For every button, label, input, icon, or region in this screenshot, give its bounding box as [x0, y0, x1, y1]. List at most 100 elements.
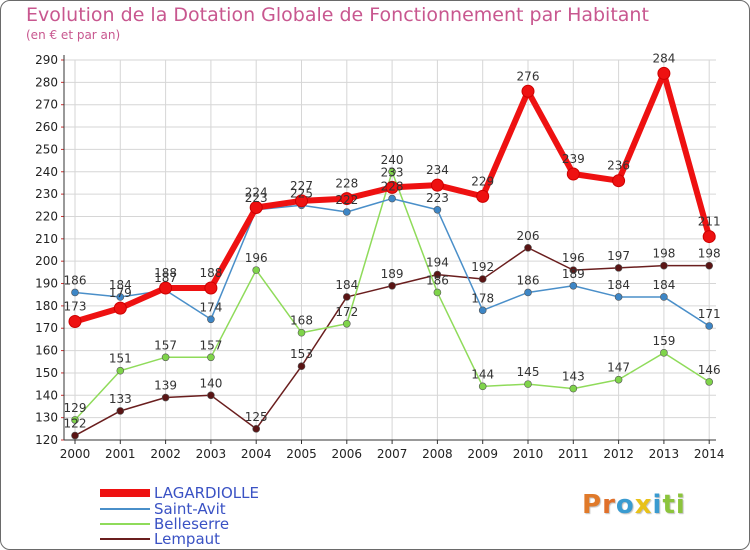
y-tick-label: 280	[35, 75, 58, 89]
data-label-lempaut: 196	[562, 251, 585, 265]
data-point-lempaut	[614, 264, 623, 272]
data-point-lagardiolle	[566, 167, 580, 181]
data-label-belleserre: 172	[335, 305, 358, 319]
data-label-lagardiolle: 173	[64, 300, 87, 314]
data-point-lempaut	[116, 407, 125, 415]
data-label-lempaut: 184	[335, 278, 358, 292]
legend-label-belleserre: Belleserre	[154, 515, 229, 533]
data-point-lagardiolle	[521, 84, 535, 98]
data-point-belleserre	[569, 384, 578, 393]
data-label-saint-avit: 186	[64, 273, 87, 287]
x-tick-label: 2013	[649, 447, 680, 461]
data-label-lempaut: 125	[245, 410, 268, 424]
data-point-saint-avit	[524, 288, 532, 297]
data-point-saint-avit	[614, 293, 623, 301]
data-label-belleserre: 146	[698, 363, 721, 377]
data-label-lempaut: 140	[199, 376, 222, 390]
data-point-lagardiolle	[159, 281, 173, 295]
y-tick-label: 180	[35, 299, 58, 313]
data-label-saint-avit: 225	[290, 186, 313, 200]
x-tick-label: 2011	[558, 447, 589, 461]
data-point-saint-avit	[71, 288, 79, 297]
data-point-lagardiolle	[204, 281, 218, 295]
data-point-belleserre	[614, 375, 623, 384]
data-label-belleserre: 186	[426, 273, 449, 287]
data-point-belleserre	[71, 416, 79, 424]
data-point-lagardiolle	[249, 201, 263, 215]
series-lines	[68, 66, 716, 440]
y-tick-label: 170	[35, 321, 58, 335]
data-point-lagardiolle	[295, 194, 308, 208]
data-point-belleserre	[297, 328, 306, 337]
x-tick-label: 2010	[513, 447, 544, 461]
data-point-lagardiolle	[657, 66, 671, 80]
data-label-saint-avit: 228	[381, 180, 404, 194]
data-point-lagardiolle	[476, 189, 490, 203]
proxiti-logo: Proxiti	[582, 490, 686, 520]
y-tick-label: 240	[35, 165, 58, 179]
data-label-lagardiolle: 227	[290, 179, 313, 193]
data-point-lagardiolle	[113, 301, 127, 315]
data-label-lagardiolle: 211	[698, 215, 721, 229]
data-label-belleserre: 157	[199, 338, 222, 352]
x-tick-label: 2008	[422, 447, 453, 461]
y-tick-label: 270	[35, 98, 58, 112]
data-point-lempaut	[161, 393, 170, 402]
data-label-saint-avit: 187	[154, 271, 177, 285]
y-tick-label: 260	[35, 120, 58, 134]
data-label-lagardiolle: 188	[199, 266, 222, 280]
y-tick-label: 140	[35, 388, 58, 402]
data-point-lempaut	[297, 362, 306, 371]
data-point-lagardiolle	[340, 192, 354, 206]
data-point-lagardiolle	[612, 174, 626, 188]
data-label-lagardiolle: 284	[652, 51, 675, 65]
grid	[64, 59, 716, 441]
axes: 1201301401501601701801902002102202302402…	[35, 53, 724, 461]
data-point-belleserre	[433, 288, 442, 297]
data-point-belleserre	[705, 378, 714, 386]
chart-subtitle: (en € et par an)	[26, 28, 121, 42]
data-label-lagardiolle: 236	[607, 159, 630, 173]
x-tick-label: 2000	[60, 447, 91, 461]
data-label-lempaut: 198	[698, 247, 721, 261]
data-label-lagardiolle: 276	[517, 69, 540, 83]
data-point-belleserre	[660, 349, 668, 357]
data-label-lempaut: 153	[290, 347, 313, 361]
data-point-lempaut	[478, 275, 487, 283]
data-point-lempaut	[705, 261, 714, 270]
data-label-saint-avit: 171	[698, 307, 721, 321]
data-point-lempaut	[569, 266, 578, 274]
data-label-belleserre: 129	[64, 401, 87, 415]
data-label-belleserre: 145	[517, 365, 540, 379]
data-point-lempaut	[660, 261, 668, 270]
data-label-lagardiolle: 234	[426, 163, 449, 177]
x-tick-label: 2009	[467, 447, 498, 461]
x-tick-label: 2002	[150, 447, 181, 461]
y-tick-label: 250	[35, 142, 58, 156]
data-point-lempaut	[388, 281, 396, 290]
data-label-belleserre: 157	[154, 338, 177, 352]
x-tick-label: 2004	[241, 447, 272, 461]
data-label-lempaut: 122	[64, 417, 87, 431]
y-tick-label: 150	[35, 366, 58, 380]
data-label-lempaut: 189	[381, 267, 404, 281]
data-point-lempaut	[433, 270, 442, 279]
data-point-belleserre	[478, 382, 487, 391]
data-point-lagardiolle	[68, 315, 82, 329]
x-tick-label: 2001	[105, 447, 136, 461]
legend-label-saint-avit: Saint-Avit	[154, 500, 226, 518]
data-point-saint-avit	[569, 281, 578, 290]
data-point-lempaut	[207, 391, 215, 400]
data-label-saint-avit: 184	[652, 278, 675, 292]
chart-title: Evolution de la Dotation Globale de Fonc…	[26, 4, 649, 26]
data-label-lagardiolle: 179	[109, 286, 132, 300]
y-tick-label: 120	[35, 433, 58, 447]
data-label-saint-avit: 184	[607, 278, 630, 292]
y-tick-label: 130	[35, 411, 58, 425]
data-point-saint-avit	[116, 293, 125, 301]
data-point-belleserre	[116, 366, 125, 375]
data-point-saint-avit	[388, 194, 396, 203]
data-label-lagardiolle: 224	[245, 186, 268, 200]
data-point-saint-avit	[207, 315, 215, 324]
y-tick-label: 290	[35, 53, 58, 67]
